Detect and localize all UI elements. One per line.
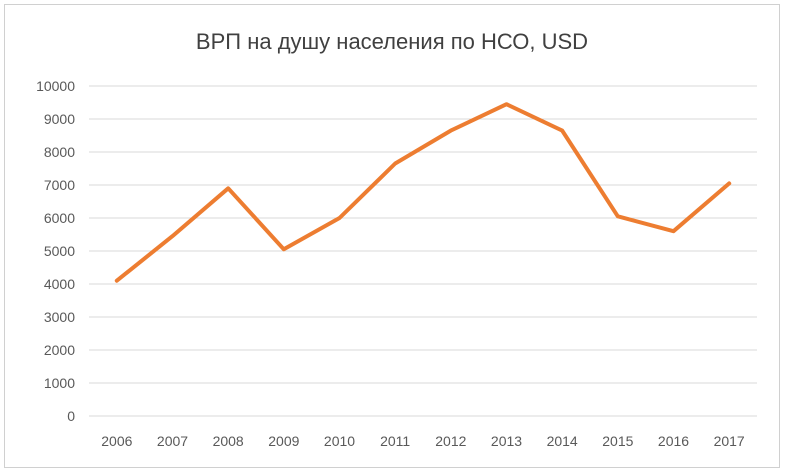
x-tick-label-2012: 2012 bbox=[435, 433, 466, 449]
y-tick-label-9000: 9000 bbox=[44, 111, 75, 127]
y-tick-label-0: 0 bbox=[67, 408, 75, 424]
x-axis-tick-labels: 2006 2007 2008 2009 2010 2011 2012 2013 2014 2015… bbox=[101, 433, 745, 449]
chart-title: ВРП на душу населения по НСО, USD bbox=[195, 29, 589, 54]
gridlines bbox=[89, 85, 757, 417]
x-tick-label-2013: 2013 bbox=[491, 433, 522, 449]
x-tick-label-2015: 2015 bbox=[602, 433, 633, 449]
x-tick-label-2007: 2007 bbox=[157, 433, 188, 449]
x-tick-label-2010: 2010 bbox=[324, 433, 355, 449]
x-tick-label-2009: 2009 bbox=[268, 433, 299, 449]
y-tick-label-6000: 6000 bbox=[44, 210, 75, 226]
series-line-0 bbox=[114, 102, 732, 283]
x-tick-label-2016: 2016 bbox=[658, 433, 689, 449]
y-tick-label-10000: 10000 bbox=[36, 78, 75, 94]
x-tick-label-2017: 2017 bbox=[714, 433, 745, 449]
y-axis-tick-labels: 0 1000 2000 3000 4000 5000 6000 7000 8000 9000 100… bbox=[36, 78, 75, 424]
y-tick-label-5000: 5000 bbox=[44, 243, 75, 259]
y-tick-label-8000: 8000 bbox=[44, 144, 75, 160]
y-tick-label-7000: 7000 bbox=[44, 177, 75, 193]
y-tick-label-2000: 2000 bbox=[44, 342, 75, 358]
x-tick-label-2006: 2006 bbox=[101, 433, 132, 449]
chart-plot-area: 0 1000 2000 3000 4000 5000 6000 7000 8000 9000 100… bbox=[36, 78, 757, 449]
series-layer bbox=[114, 102, 732, 283]
x-tick-label-2011: 2011 bbox=[380, 433, 410, 449]
y-tick-label-3000: 3000 bbox=[44, 309, 75, 325]
y-tick-label-4000: 4000 bbox=[44, 276, 75, 292]
x-tick-label-2014: 2014 bbox=[547, 433, 578, 449]
x-tick-label-2008: 2008 bbox=[213, 433, 244, 449]
y-tick-label-1000: 1000 bbox=[44, 375, 75, 391]
chart-frame: ВРП на душу населения по НСО, USD 0 1000 2… bbox=[4, 4, 780, 468]
